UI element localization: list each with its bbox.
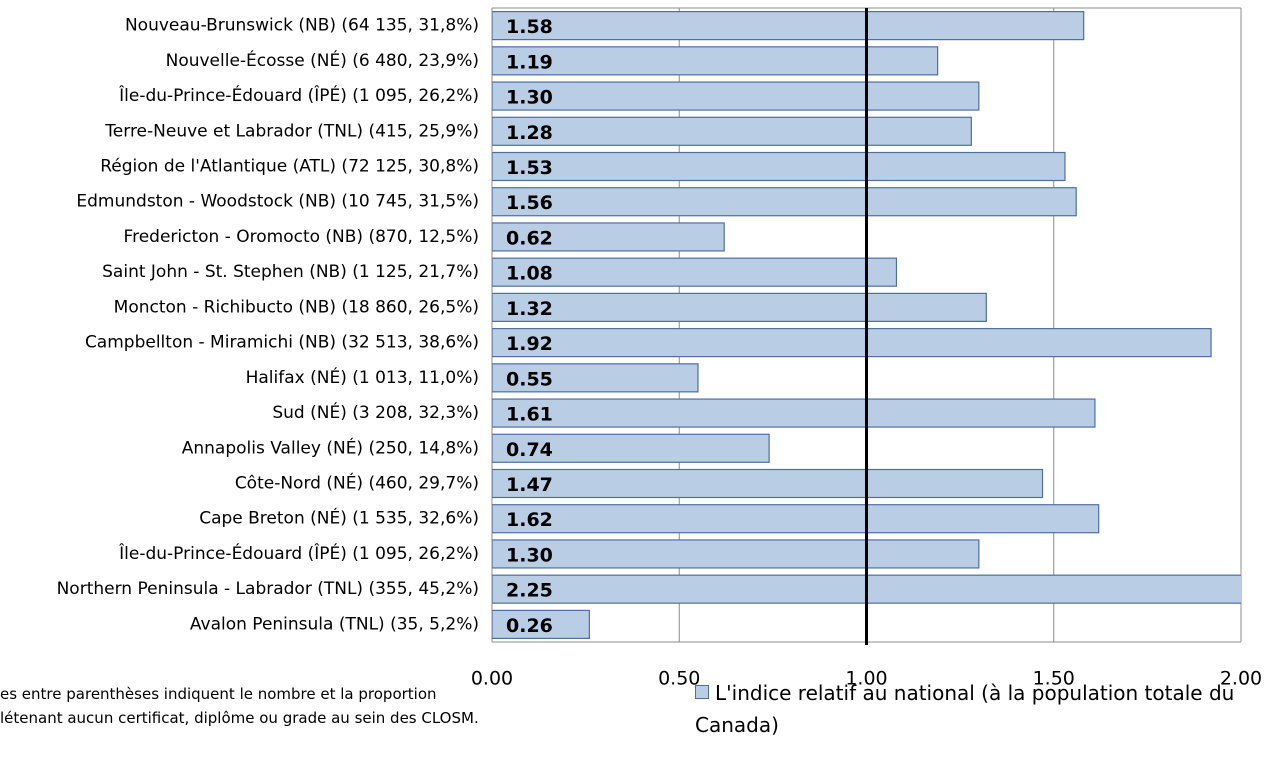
value-label: 1.47	[506, 474, 553, 496]
value-label: 1.62	[506, 509, 553, 531]
value-label: 0.62	[506, 227, 553, 249]
y-tick-label: Edmundston - Woodstock (NB) (10 745, 31,…	[76, 192, 479, 212]
bar	[492, 116, 972, 146]
footnote: es entre parenthèses indiquent le nombre…	[0, 682, 479, 730]
value-label: 1.30	[506, 544, 553, 566]
bar	[492, 187, 1077, 217]
legend-label: L'indice relatif au national (à la popul…	[695, 681, 1235, 737]
value-label: 1.28	[506, 122, 553, 144]
x-tick-label: 1.50	[1033, 668, 1075, 690]
value-label: 0.55	[506, 368, 553, 390]
footnote-line: es entre parenthèses indiquent le nombre…	[0, 685, 437, 703]
y-tick-label: Terre-Neuve et Labrador (TNL) (415, 25,9…	[104, 121, 479, 141]
value-label: 1.30	[506, 87, 553, 109]
y-tick-label: Sud (NÉ) (3 208, 32,3%)	[272, 401, 479, 423]
y-tick-label: Nouvelle-Écosse (NÉ) (6 480, 23,9%)	[166, 49, 479, 71]
y-tick-label: Campbellton - Miramichi (NB) (32 513, 38…	[85, 333, 479, 353]
value-label: 1.61	[506, 404, 553, 426]
y-tick-label: Nouveau-Brunswick (NB) (64 135, 31,8%)	[125, 16, 479, 36]
y-tick-label: Île-du-Prince-Édouard (ÎPÉ) (1 095, 26,2…	[118, 542, 479, 564]
footnote-line: létenant aucun certificat, diplôme ou gr…	[0, 709, 479, 727]
bar	[492, 468, 1044, 499]
bar	[492, 363, 699, 393]
legend-swatch	[695, 685, 709, 699]
y-tick-label: Région de l'Atlantique (ATL) (72 125, 30…	[100, 157, 479, 177]
x-tick-label: 0.50	[658, 668, 700, 690]
legend: L'indice relatif au national (à la popul…	[695, 677, 1255, 741]
value-label: 1.56	[506, 192, 553, 214]
bar	[492, 433, 770, 463]
bar	[492, 328, 1212, 358]
x-tick-label: 2.00	[1220, 668, 1262, 690]
bar	[492, 539, 980, 569]
value-label: 1.53	[506, 157, 553, 179]
bar	[492, 292, 987, 322]
y-tick-label: Saint John - St. Stephen (NB) (1 125, 21…	[102, 262, 479, 282]
y-tick-label: Northern Peninsula - Labrador (TNL) (355…	[57, 579, 479, 599]
bar	[492, 81, 980, 111]
bar	[492, 222, 725, 252]
bar	[492, 574, 1241, 604]
y-tick-label: Fredericton - Oromocto (NB) (870, 12,5%)	[124, 227, 479, 247]
y-tick-label: Annapolis Valley (NÉ) (250, 14,8%)	[182, 436, 479, 458]
labels: 0.00 0.50 1.00 1.50 2.00 Nouveau-Brunswick (N…	[57, 8, 1262, 690]
value-label: 1.92	[506, 333, 553, 355]
y-tick-label: Halifax (NÉ) (1 013, 11,0%)	[246, 366, 479, 388]
bar	[492, 398, 1096, 428]
x-tick-label: 0.00	[471, 668, 513, 690]
bars	[492, 11, 1241, 639]
y-tick-label: Côte-Nord (NÉ) (460, 29,7%)	[235, 472, 479, 494]
y-tick-label: Cape Breton (NÉ) (1 535, 32,6%)	[199, 507, 479, 529]
value-label: 1.08	[506, 263, 553, 285]
y-tick-label: Île-du-Prince-Édouard (ÎPÉ) (1 095, 26,2…	[118, 84, 479, 106]
y-tick-label: Avalon Peninsula (TNL) (35, 5,2%)	[190, 614, 479, 634]
value-label: 2.25	[506, 580, 553, 602]
bar	[492, 11, 1085, 41]
value-label: 1.58	[506, 16, 553, 38]
bar	[492, 257, 898, 287]
value-label: 1.32	[506, 298, 553, 320]
bar	[492, 151, 1066, 182]
y-tick-label: Moncton - Richibucto (NB) (18 860, 26,5%…	[114, 297, 479, 317]
value-label: 0.26	[506, 615, 553, 637]
value-label: 1.19	[506, 51, 553, 73]
value-label: 0.74	[506, 439, 553, 461]
x-tick-label: 1.00	[845, 668, 887, 690]
bar	[492, 504, 1100, 534]
bar	[492, 609, 590, 639]
bar	[492, 46, 939, 76]
